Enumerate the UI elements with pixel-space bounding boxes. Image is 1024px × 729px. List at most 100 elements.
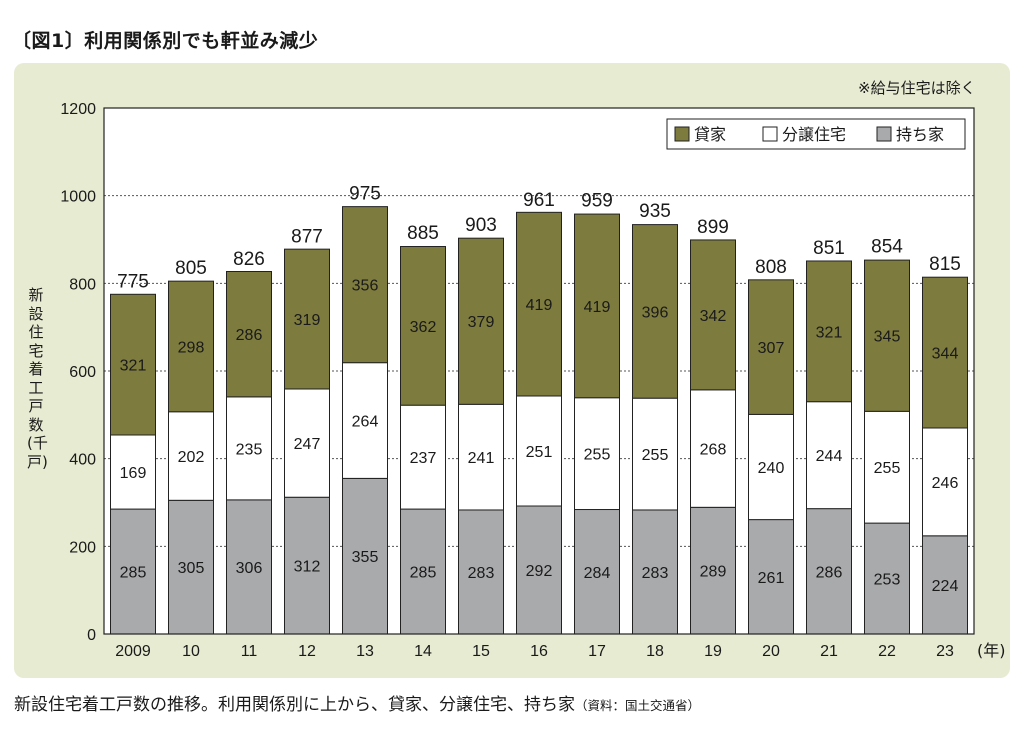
y-tick-label: 600: [69, 364, 96, 381]
legend-swatch: [674, 126, 690, 142]
x-tick-label: 23: [936, 643, 954, 660]
bar-value-label: 345: [874, 329, 901, 346]
bar-value-label: 292: [526, 563, 553, 580]
bar-segment: [516, 211, 562, 397]
y-axis-label: 新設住宅着工戸数(千戸): [27, 286, 48, 471]
x-tick-label: 20: [762, 643, 780, 660]
bar-value-label: 285: [410, 565, 437, 582]
legend-swatch: [876, 126, 892, 142]
bar-segment: [110, 293, 156, 436]
y-tick-label: 200: [69, 539, 96, 556]
bar-segment: [284, 248, 330, 390]
bar-value-label: 306: [236, 560, 263, 577]
bar-value-label: 202: [178, 449, 205, 466]
x-tick-label: 11: [241, 643, 258, 660]
legend-label: 分譲住宅: [782, 125, 846, 144]
bar-value-label: 255: [874, 460, 901, 477]
bar-value-label: 255: [584, 447, 611, 464]
legend-box: [666, 118, 966, 150]
legend-swatch: [762, 126, 778, 142]
bar-segment: [806, 508, 852, 635]
bar-segment: [516, 395, 562, 507]
bar-segment: [806, 401, 852, 510]
bar-value-label: 241: [468, 450, 495, 467]
bar-value-label: 312: [294, 559, 321, 576]
y-tick-label: 800: [69, 276, 96, 293]
bar-total-label: 885: [407, 223, 439, 244]
bar-value-label: 169: [120, 465, 147, 482]
caption-source: （資料：国土交通省）: [575, 698, 701, 713]
bar-value-label: 261: [758, 570, 785, 587]
bar-segment: [632, 397, 678, 511]
figure-caption: 新設住宅着工戸数の推移。利用関係別に上から、貸家、分譲住宅、持ち家（資料：国土交…: [14, 690, 700, 715]
bar-segment: [632, 224, 678, 399]
bar-segment: [748, 279, 794, 415]
x-tick-label: 10: [182, 643, 200, 660]
bar-total-label: 808: [755, 257, 787, 278]
bar-segment: [458, 509, 504, 635]
bar-segment: [574, 397, 620, 511]
bar-segment: [864, 259, 910, 412]
bar-segment: [226, 270, 272, 398]
bar-segment: [168, 499, 214, 635]
bar-segment: [458, 403, 504, 511]
bar-segment: [690, 389, 736, 508]
chart-note: ※給与住宅は除く: [858, 79, 976, 97]
bar-value-label: 355: [352, 549, 379, 566]
bar-value-label: 419: [584, 299, 611, 316]
bar-total-label: 815: [929, 254, 961, 275]
bar-segment: [284, 388, 330, 498]
bar-total-label: 854: [871, 237, 903, 258]
bar-value-label: 298: [178, 339, 205, 356]
bar-value-label: 244: [816, 448, 843, 465]
bar-segment: [922, 427, 968, 537]
bar-value-label: 321: [816, 324, 843, 341]
bar-segment: [922, 276, 968, 429]
bar-total-label: 851: [813, 238, 845, 259]
bar-segment: [226, 499, 272, 635]
bar-value-label: 247: [294, 436, 321, 453]
bar-segment: [168, 280, 214, 413]
bar-segment: [226, 396, 272, 501]
bar-value-label: 305: [178, 560, 205, 577]
y-tick-label: 0: [87, 627, 96, 644]
bar-value-label: 284: [584, 565, 611, 582]
x-tick-label: 15: [472, 643, 490, 660]
x-tick-label: 17: [588, 643, 606, 660]
bar-segment: [516, 505, 562, 635]
y-tick-label: 400: [69, 452, 96, 469]
x-tick-label: 16: [530, 643, 548, 660]
bar-value-label: 319: [294, 312, 321, 329]
caption-text: 新設住宅着工戸数の推移。利用関係別に上から、貸家、分譲住宅、持ち家: [14, 695, 575, 715]
bar-value-label: 224: [932, 578, 959, 595]
bar-segment: [400, 404, 446, 510]
bar-value-label: 396: [642, 304, 669, 321]
bar-value-label: 419: [526, 297, 553, 314]
bar-value-label: 240: [758, 460, 785, 477]
plot-border: [103, 107, 975, 635]
x-tick-label: 22: [878, 643, 896, 660]
x-unit-label: (年): [977, 641, 1006, 660]
bar-total-label: 899: [697, 217, 729, 238]
bar-value-label: 342: [700, 308, 727, 325]
bar-segment: [632, 509, 678, 635]
bar-value-label: 246: [932, 475, 959, 492]
bar-value-label: 283: [468, 565, 495, 582]
legend-label: 貸家: [694, 125, 726, 144]
bar-value-label: 237: [410, 450, 437, 467]
bar-value-label: 307: [758, 340, 785, 357]
bar-total-label: 903: [465, 215, 497, 236]
bar-value-label: 264: [352, 414, 379, 431]
bar-value-label: 379: [468, 314, 495, 331]
bar-total-label: 775: [117, 271, 149, 292]
x-tick-label: 12: [298, 643, 316, 660]
y-tick-label: 1000: [60, 189, 96, 206]
y-tick-label: 1200: [60, 101, 96, 118]
bar-segment: [806, 260, 852, 403]
bar-segment: [864, 410, 910, 524]
bar-value-label: 253: [874, 572, 901, 589]
bar-value-label: 286: [816, 564, 843, 581]
x-tick-label: 21: [820, 643, 838, 660]
bar-value-label: 344: [932, 346, 959, 363]
bar-value-label: 362: [410, 319, 437, 336]
